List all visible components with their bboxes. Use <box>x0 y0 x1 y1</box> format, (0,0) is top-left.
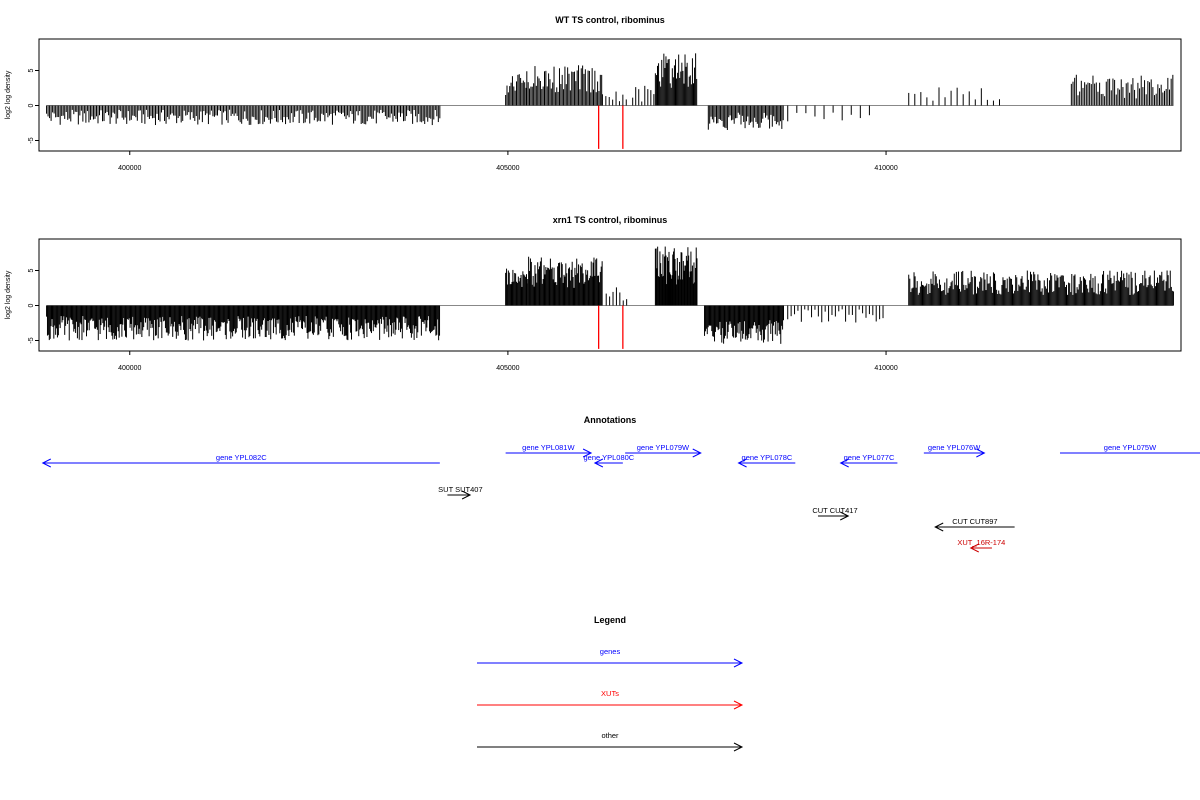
feature-arrowhead <box>934 522 944 532</box>
feature-label: gene YPL075W <box>1104 443 1157 452</box>
feature-label: CUT CUT417 <box>812 506 857 515</box>
feature-label: gene YPL082C <box>216 453 267 462</box>
feature-arrowhead <box>976 448 986 458</box>
xrn1-y-axis-label: log2 log density <box>5 270 12 319</box>
legend-arrowhead <box>733 700 744 710</box>
x-tick-label: 405000 <box>496 365 519 372</box>
wt-track-title: WT TS control, ribominus <box>555 15 665 25</box>
annotations-title: Annotations <box>584 415 637 425</box>
feature-label: CUT CUT897 <box>952 517 997 526</box>
y-tick-label: 0 <box>28 303 35 307</box>
x-tick-label: 400000 <box>118 365 141 372</box>
feature-arrowhead <box>839 458 849 468</box>
x-tick-label: 410000 <box>874 165 897 172</box>
xrn1-plot-frame <box>38 238 1182 352</box>
feature-arrowhead <box>692 448 702 458</box>
legend-label: other <box>601 731 619 740</box>
x-tick-label: 410000 <box>874 365 897 372</box>
legend-label: genes <box>600 647 621 656</box>
feature-label: gene YPL077C <box>844 453 895 462</box>
annotations-panel: Annotations gene YPL082C gene YPL081W gene… <box>41 415 1200 553</box>
feature-label: gene YPL078C <box>742 453 793 462</box>
x-tick-label: 405000 <box>496 165 519 172</box>
feature-arrowhead <box>593 458 604 468</box>
y-tick-label: 5 <box>28 68 35 72</box>
feature-label: gene YPL079W <box>637 443 690 452</box>
feature-arrowhead <box>582 448 593 458</box>
legend-panel: Legend genes XUTs other <box>477 615 744 752</box>
feature-arrowhead <box>969 543 979 553</box>
legend-arrowhead <box>733 742 744 752</box>
wt-track-panel: WT TS control, ribominus 400000 405000 410… <box>5 15 1182 172</box>
y-tick-label: -5 <box>28 337 35 343</box>
feature-label: gene YPL080C <box>583 453 634 462</box>
feature-arrowhead <box>461 490 472 500</box>
wt-y-axis-label: log2 log density <box>5 70 12 119</box>
feature-label: SUT SUT407 <box>438 485 482 494</box>
y-tick-label: 5 <box>28 268 35 272</box>
legend-label: XUTs <box>601 689 619 698</box>
xrn1-track-title: xrn1 TS control, ribominus <box>553 215 668 225</box>
feature-label: gene YPL081W <box>522 443 575 452</box>
feature-label: XUT_16R-174 <box>957 538 1005 547</box>
feature-arrowhead <box>840 511 850 521</box>
feature-arrowhead <box>737 458 747 468</box>
xrn1-track-panel: xrn1 TS control, ribominus 400000 405000 4… <box>5 215 1182 372</box>
legend-title: Legend <box>594 615 626 625</box>
x-tick-label: 400000 <box>118 165 141 172</box>
legend-arrowhead <box>733 658 744 668</box>
y-tick-label: -5 <box>28 137 35 143</box>
feature-arrowhead <box>41 458 52 468</box>
feature-label: gene YPL076W <box>928 443 981 452</box>
y-tick-label: 0 <box>28 103 35 107</box>
wt-plot-frame <box>38 38 1182 152</box>
